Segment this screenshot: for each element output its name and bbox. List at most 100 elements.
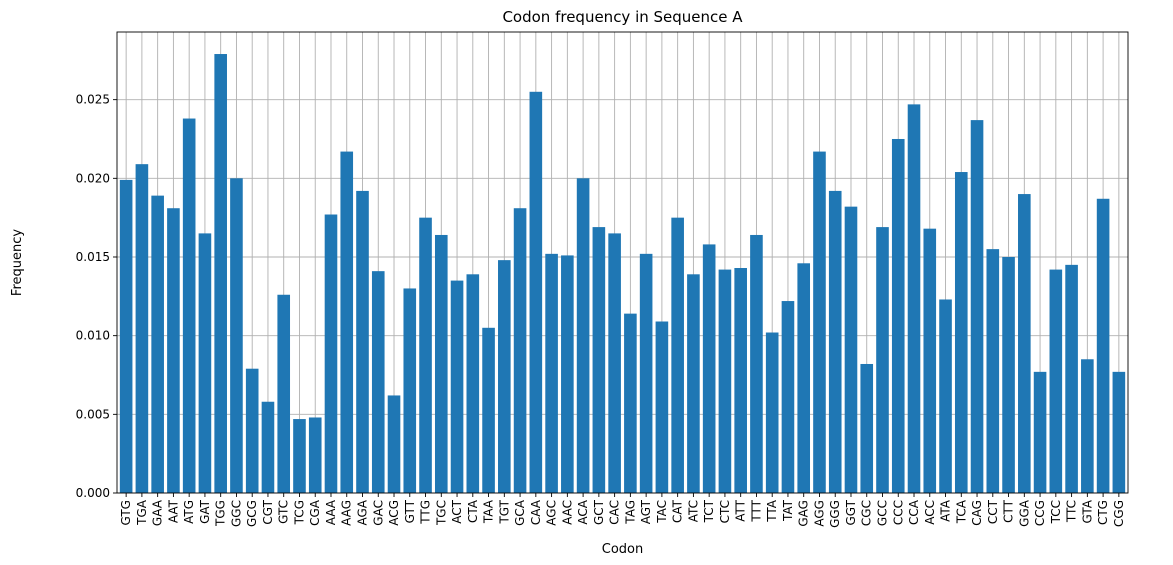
x-tick-label: GTT	[403, 499, 417, 523]
y-tick-label: 0.005	[76, 407, 110, 421]
bar-gtg	[119, 179, 133, 493]
x-tick-label: AAG	[340, 500, 354, 526]
x-tick-label: TAC	[655, 500, 669, 524]
x-tick-label: GGA	[1017, 499, 1031, 527]
x-tick-label: GGT	[844, 499, 858, 525]
x-tick-label: TTA	[765, 499, 779, 523]
x-tick-label: CGA	[308, 499, 322, 526]
bar-gcc	[876, 227, 889, 493]
bar-gct	[592, 227, 606, 493]
bar-atc	[687, 274, 700, 493]
bar-cag	[970, 120, 984, 493]
bar-aaa	[324, 214, 338, 493]
bar-aca	[576, 178, 590, 494]
bar-tgc	[434, 234, 448, 493]
x-tick-label: TCT	[702, 499, 716, 523]
bar-gca	[513, 208, 527, 493]
bar-agg	[813, 151, 826, 494]
bar-cta	[466, 274, 480, 493]
bar-agc	[545, 253, 558, 493]
x-tick-label: TGG	[214, 500, 228, 527]
x-tick-label: CCC	[891, 500, 905, 525]
x-tick-label: AAT	[166, 499, 180, 523]
bar-tga	[135, 164, 149, 493]
x-tick-label: AGT	[639, 499, 653, 524]
x-tick-label: ATG	[182, 500, 196, 524]
x-tick-label: CCG	[1033, 500, 1047, 526]
bar-ctc	[718, 269, 732, 493]
x-tick-label: GTC	[277, 500, 291, 524]
bar-gcg	[245, 368, 259, 493]
y-axis-ticks: 0.000 0.005 0.010 0.015 0.020 0.025	[76, 93, 117, 500]
bar-acg	[387, 395, 401, 493]
bar-gag	[797, 263, 811, 493]
x-tick-label: TTG	[419, 500, 433, 525]
x-tick-label: CGT	[261, 499, 275, 524]
bar-cgc	[860, 363, 874, 493]
bar-gga	[1018, 194, 1031, 493]
x-tick-label: AGC	[545, 500, 559, 526]
x-tick-label: TTC	[1065, 500, 1079, 523]
bar-tct	[702, 244, 716, 493]
x-tick-label: TCC	[1049, 500, 1063, 524]
x-tick-label: GCC	[875, 500, 889, 526]
x-tick-label: CCA	[907, 499, 921, 525]
x-tick-label: ACC	[923, 500, 937, 525]
x-tick-label: TAG	[623, 500, 637, 525]
x-tick-label: ATA	[939, 499, 953, 522]
x-tick-label: GCG	[245, 500, 259, 527]
bar-gaa	[151, 195, 164, 493]
bar-ggt	[844, 206, 858, 493]
bar-gta	[1081, 359, 1094, 493]
bar-tag	[624, 313, 637, 493]
x-tick-label: GCA	[513, 499, 527, 526]
bar-aat	[167, 208, 180, 493]
x-tick-label: CGC	[860, 500, 874, 526]
chart-title: Codon frequency in Sequence A	[502, 8, 743, 26]
bar-aga	[356, 190, 369, 494]
x-tick-label: TAT	[781, 499, 795, 522]
bar-gtc	[277, 294, 291, 493]
bar-ggc	[230, 178, 243, 494]
bar-ttt	[750, 234, 763, 493]
bar-atg	[182, 118, 196, 494]
x-tick-label: ATC	[686, 500, 700, 522]
bar-ttg	[419, 217, 432, 494]
bar-ggg	[828, 190, 842, 494]
x-tick-label: AGA	[356, 499, 370, 525]
bar-cat	[671, 217, 684, 494]
x-tick-label: AGG	[812, 500, 826, 527]
x-axis-label: Codon	[602, 542, 643, 557]
x-tick-label: CCT	[986, 499, 1000, 524]
x-tick-label: GAA	[151, 499, 165, 526]
x-tick-label: CGG	[1112, 500, 1126, 527]
bar-cgg	[1112, 371, 1126, 493]
x-tick-label: GTA	[1080, 499, 1094, 523]
x-tick-label: CTC	[718, 500, 732, 523]
x-tick-label: ACA	[576, 499, 590, 524]
x-tick-label: CAA	[529, 499, 543, 525]
x-tick-label: GTG	[119, 500, 133, 526]
x-tick-label: GAT	[198, 499, 212, 524]
bar-act	[450, 280, 464, 493]
x-tick-label: GGC	[229, 500, 243, 527]
y-tick-label: 0.000	[76, 486, 110, 500]
x-tick-label: CTT	[1002, 499, 1016, 522]
bar-aac	[561, 255, 574, 493]
x-tick-label: CAT	[671, 499, 685, 523]
y-tick-label: 0.015	[76, 250, 110, 264]
x-tick-label: ACT	[450, 499, 464, 523]
x-tick-label: CTG	[1096, 500, 1110, 525]
x-tick-label: GAG	[797, 500, 811, 527]
x-tick-label: TGA	[135, 499, 149, 526]
x-tick-label: AAA	[324, 499, 338, 525]
y-tick-label: 0.025	[76, 93, 110, 107]
bar-cgt	[261, 401, 275, 493]
bar-tcc	[1049, 269, 1063, 493]
x-tick-label: TGT	[497, 499, 511, 524]
x-tick-label: TTT	[749, 499, 763, 522]
x-tick-label: AAC	[560, 500, 574, 525]
bar-tta	[765, 332, 779, 493]
